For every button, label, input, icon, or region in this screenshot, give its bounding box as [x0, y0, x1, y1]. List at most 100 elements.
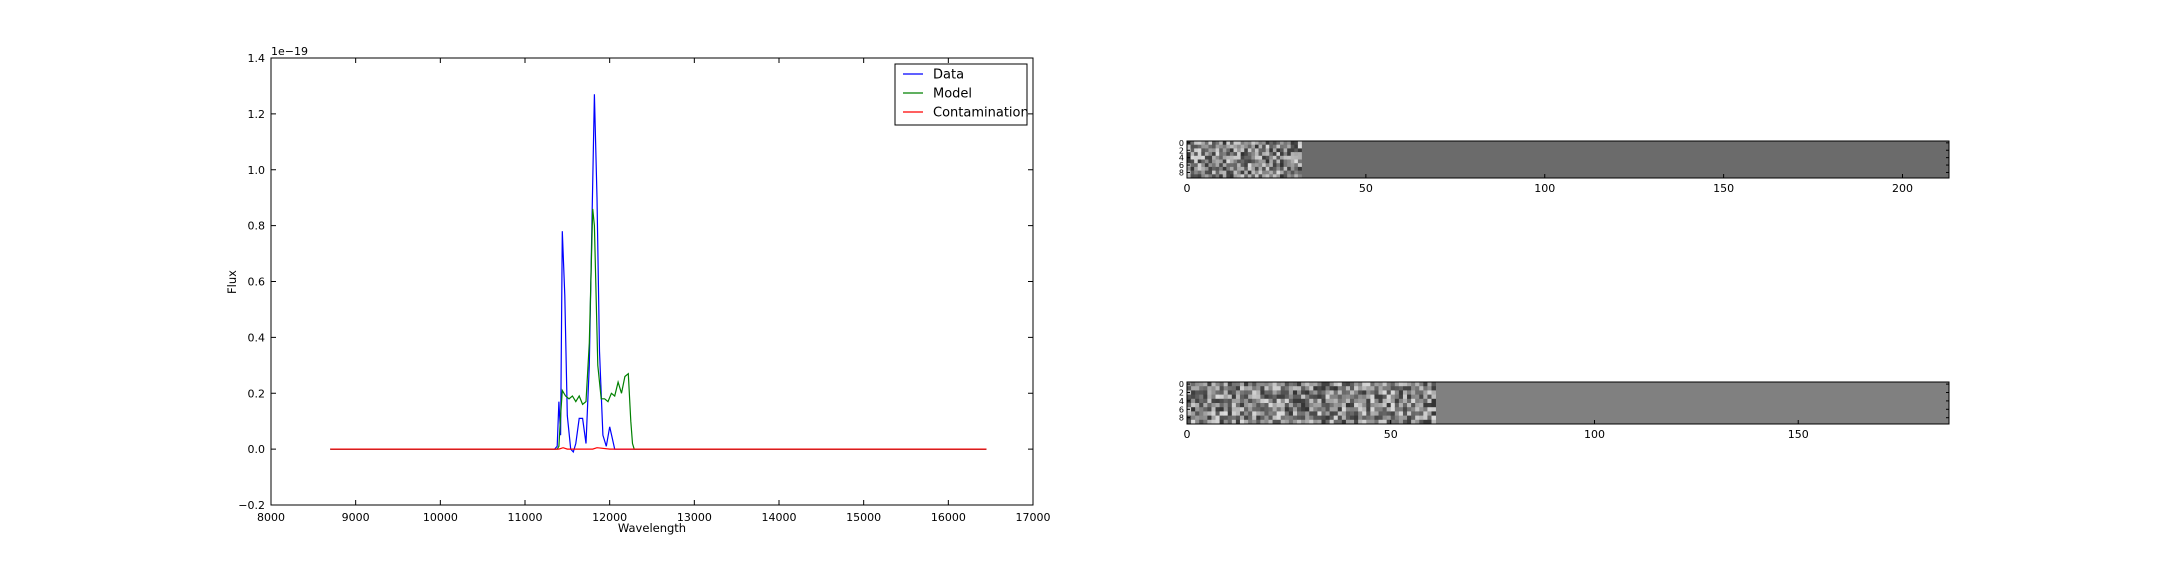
image-pixel — [1222, 148, 1227, 153]
image-pixel — [1268, 407, 1273, 412]
image-pixel — [1219, 415, 1225, 421]
y-tick-label: 1.4 — [248, 52, 266, 65]
image-pixel — [1423, 415, 1428, 421]
image-pixel — [1207, 394, 1212, 400]
image-pixel — [1297, 174, 1302, 179]
image-pixel — [1211, 407, 1216, 412]
image-pixel — [1187, 419, 1192, 425]
image-pixel — [1423, 386, 1428, 391]
image-pixel — [1390, 390, 1396, 395]
image-pixel — [1390, 411, 1396, 416]
image-pixel — [1390, 419, 1396, 425]
image-pixel — [1411, 403, 1416, 408]
image-pixel — [1258, 148, 1263, 153]
image-pixel — [1258, 166, 1263, 171]
image-pixel — [1227, 403, 1233, 408]
image-pixel — [1276, 394, 1282, 400]
image-pixel — [1309, 382, 1314, 387]
image-pixel — [1215, 398, 1220, 404]
image-pixel — [1284, 390, 1290, 395]
image-pixel — [1294, 159, 1299, 164]
image-pixel — [1244, 398, 1249, 404]
image-pixel — [1251, 144, 1256, 149]
image-pixel — [1212, 163, 1217, 168]
image-y-tick-label: 4 — [1179, 397, 1184, 406]
image-pixel — [1280, 166, 1284, 171]
x-tick-label: 9000 — [342, 511, 370, 524]
image-pixel — [1239, 411, 1245, 416]
image-pixel — [1419, 394, 1424, 400]
image-pixel — [1280, 415, 1286, 421]
image-pixel — [1337, 407, 1343, 412]
image-pixel — [1297, 155, 1302, 160]
spectrum-x-axis-label: Wavelength — [618, 521, 686, 535]
image-pixel — [1411, 419, 1416, 425]
image-pixel — [1251, 163, 1256, 168]
image-pixel — [1297, 141, 1302, 146]
image-pixel — [1204, 163, 1209, 168]
image-pixel — [1287, 144, 1292, 149]
image-pixel — [1240, 159, 1245, 164]
image-pixel — [1237, 152, 1242, 157]
image-pixel — [1329, 403, 1335, 408]
image-pixel — [1244, 159, 1249, 164]
image-pixel — [1305, 419, 1310, 425]
image-pixel — [1252, 386, 1257, 391]
image-pixel — [1419, 407, 1424, 412]
image-pixel — [1272, 155, 1277, 160]
image-pixel — [1260, 407, 1265, 412]
image-pixel — [1366, 390, 1371, 395]
image-pixel — [1297, 407, 1302, 412]
image-pixel — [1370, 403, 1375, 408]
image-pixel — [1204, 166, 1209, 171]
image-pixel — [1260, 382, 1265, 387]
spectrum-y-axis-label: Flux — [225, 270, 239, 294]
image-pixel — [1398, 411, 1404, 416]
image-pixel — [1254, 141, 1259, 146]
image-pixel — [1227, 394, 1233, 400]
image-pixel — [1223, 403, 1229, 408]
image-pixel — [1283, 163, 1288, 168]
image-pixel — [1203, 386, 1208, 391]
image-pixel — [1276, 155, 1281, 160]
image-pixel — [1287, 141, 1292, 146]
image-pixel — [1294, 141, 1299, 146]
image-pixel — [1247, 144, 1252, 149]
image-pixel — [1215, 152, 1220, 157]
image-pixel — [1215, 411, 1220, 416]
image-pixel — [1309, 386, 1314, 391]
y-tick-label: 1.2 — [248, 108, 266, 121]
image-pixel — [1313, 411, 1318, 416]
image-pixel — [1419, 390, 1424, 395]
image-pixel — [1215, 394, 1220, 400]
image-pixel — [1292, 407, 1298, 412]
image-pixel — [1264, 411, 1269, 416]
image-pixel — [1272, 398, 1278, 404]
image-pixel — [1235, 411, 1241, 416]
image-pixel — [1317, 386, 1322, 391]
image-pixel — [1321, 386, 1326, 391]
image-pixel — [1423, 419, 1428, 425]
image-pixel — [1231, 394, 1237, 400]
image-pixel — [1203, 419, 1208, 425]
image-pixel — [1195, 394, 1200, 400]
image-pixel — [1244, 419, 1249, 425]
image-pixel — [1325, 403, 1331, 408]
image-pixel — [1411, 415, 1416, 421]
image-pixel — [1284, 419, 1290, 425]
image-pixel — [1247, 155, 1252, 160]
image-pixel — [1239, 419, 1245, 425]
image-pixel — [1211, 386, 1216, 391]
image-pixel — [1229, 170, 1234, 175]
image-pixel — [1256, 394, 1261, 400]
image-pixel — [1411, 398, 1416, 404]
image-pixel — [1427, 390, 1432, 395]
image-pixel — [1222, 166, 1227, 171]
image-pixel — [1248, 394, 1253, 400]
image-pixel — [1325, 382, 1331, 387]
image-pixel — [1222, 163, 1227, 168]
image-pixel — [1211, 398, 1216, 404]
image-pixel — [1301, 394, 1306, 400]
image-x-tick-label: 0 — [1184, 182, 1191, 195]
